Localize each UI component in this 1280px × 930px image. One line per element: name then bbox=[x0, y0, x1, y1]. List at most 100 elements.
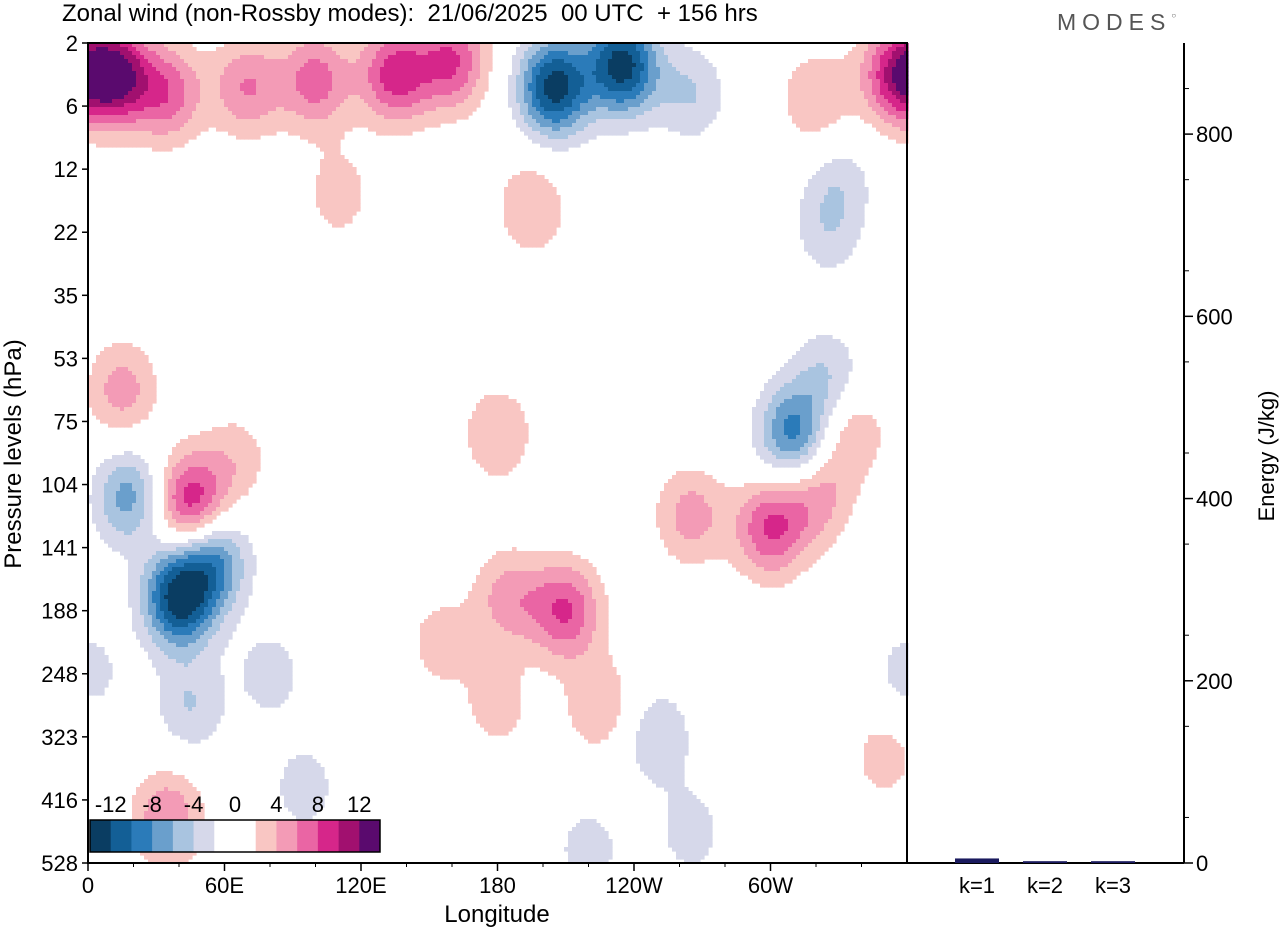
heatmap-cell bbox=[256, 663, 261, 668]
heatmap-cell bbox=[292, 787, 297, 792]
heatmap-cell bbox=[148, 623, 153, 628]
heatmap-cell bbox=[124, 123, 129, 128]
heatmap-cell bbox=[260, 99, 265, 104]
heatmap-cell bbox=[128, 551, 133, 556]
heatmap-cell bbox=[168, 699, 173, 704]
heatmap-cell bbox=[140, 75, 145, 80]
heatmap-cell bbox=[172, 659, 177, 664]
heatmap-cell bbox=[92, 103, 97, 108]
heatmap-cell bbox=[284, 119, 289, 124]
heatmap-cell bbox=[252, 691, 257, 696]
heatmap-cell bbox=[360, 51, 365, 56]
heatmap-cell bbox=[224, 111, 229, 116]
heatmap-cell bbox=[184, 139, 189, 144]
heatmap-cell bbox=[176, 727, 181, 732]
heatmap-cell bbox=[216, 463, 221, 468]
heatmap-cell bbox=[200, 731, 205, 736]
heatmap-cell bbox=[124, 131, 129, 136]
heatmap-cell bbox=[140, 807, 145, 812]
heatmap-cell bbox=[232, 427, 237, 432]
heatmap-cell bbox=[196, 587, 201, 592]
heatmap-cell bbox=[368, 127, 373, 132]
heatmap-cell bbox=[232, 471, 237, 476]
heatmap-cell bbox=[140, 603, 145, 608]
heatmap-cell bbox=[280, 779, 285, 784]
heatmap-cell bbox=[204, 707, 209, 712]
heatmap-cell bbox=[188, 795, 193, 800]
heatmap-cell bbox=[232, 115, 237, 120]
heatmap-cell bbox=[336, 179, 341, 184]
heatmap-cell bbox=[240, 607, 245, 612]
heatmap-cell bbox=[176, 503, 181, 508]
heatmap-cell bbox=[96, 675, 101, 680]
heatmap-cell bbox=[192, 667, 197, 672]
heatmap-cell bbox=[168, 703, 173, 708]
heatmap-cell bbox=[104, 59, 109, 64]
heatmap-cell bbox=[200, 111, 205, 116]
heatmap-cell bbox=[240, 135, 245, 140]
heatmap-cell bbox=[104, 527, 109, 532]
heatmap-cell bbox=[260, 87, 265, 92]
heatmap-cell bbox=[384, 91, 389, 96]
heatmap-cell bbox=[128, 107, 133, 112]
heatmap-cell bbox=[220, 475, 225, 480]
heatmap-cell bbox=[120, 383, 125, 388]
heatmap-cell bbox=[188, 611, 193, 616]
heatmap-cell bbox=[148, 535, 153, 540]
heatmap-cell bbox=[312, 59, 317, 64]
heatmap-cell bbox=[240, 103, 245, 108]
heatmap-cell bbox=[176, 59, 181, 64]
heatmap-cell bbox=[356, 67, 361, 72]
heatmap-cell bbox=[196, 99, 201, 104]
heatmap-cell bbox=[152, 543, 157, 548]
heatmap-cell bbox=[220, 447, 225, 452]
heatmap-cell bbox=[176, 683, 181, 688]
heatmap-cell bbox=[256, 63, 261, 68]
heatmap-cell bbox=[120, 51, 125, 56]
heatmap-cell bbox=[320, 187, 325, 192]
heatmap-cell bbox=[228, 487, 233, 492]
heatmap-cell bbox=[192, 67, 197, 72]
heatmap-cell bbox=[168, 559, 173, 564]
heatmap-cell bbox=[196, 467, 201, 472]
heatmap-cell bbox=[104, 43, 109, 48]
heatmap-cell bbox=[140, 387, 145, 392]
heatmap-cell bbox=[392, 103, 397, 108]
heatmap-cell bbox=[140, 395, 145, 400]
heatmap-cell bbox=[308, 787, 313, 792]
heatmap-cell bbox=[108, 387, 113, 392]
heatmap-cell bbox=[220, 495, 225, 500]
heatmap-cell bbox=[92, 667, 97, 672]
heatmap-cell bbox=[96, 119, 101, 124]
heatmap-cell bbox=[144, 787, 149, 792]
heatmap-cell bbox=[136, 399, 141, 404]
heatmap-cell bbox=[324, 87, 329, 92]
heatmap-cell bbox=[180, 791, 185, 796]
heatmap-cell bbox=[308, 779, 313, 784]
heatmap-cell bbox=[228, 495, 233, 500]
heatmap-cell bbox=[200, 651, 205, 656]
heatmap-cell bbox=[112, 55, 117, 60]
heatmap-cell bbox=[344, 183, 349, 188]
heatmap-cell bbox=[276, 79, 281, 84]
heatmap-cell bbox=[212, 483, 217, 488]
heatmap-cell bbox=[184, 575, 189, 580]
heatmap-cell bbox=[292, 111, 297, 116]
heatmap-cell bbox=[312, 807, 317, 812]
heatmap-cell bbox=[204, 599, 209, 604]
heatmap-cell bbox=[332, 143, 337, 148]
heatmap-cell bbox=[192, 95, 197, 100]
heatmap-cell bbox=[128, 95, 133, 100]
heatmap-cell bbox=[224, 543, 229, 548]
heatmap-cell bbox=[168, 683, 173, 688]
heatmap-cell bbox=[320, 139, 325, 144]
heatmap-cell bbox=[144, 471, 149, 476]
heatmap-cell bbox=[200, 59, 205, 64]
heatmap-cell bbox=[148, 599, 153, 604]
heatmap-cell bbox=[292, 763, 297, 768]
heatmap-cell bbox=[184, 55, 189, 60]
heatmap-cell bbox=[148, 515, 153, 520]
heatmap-cell bbox=[192, 675, 197, 680]
heatmap-cell bbox=[96, 667, 101, 672]
heatmap-cell bbox=[296, 815, 301, 820]
